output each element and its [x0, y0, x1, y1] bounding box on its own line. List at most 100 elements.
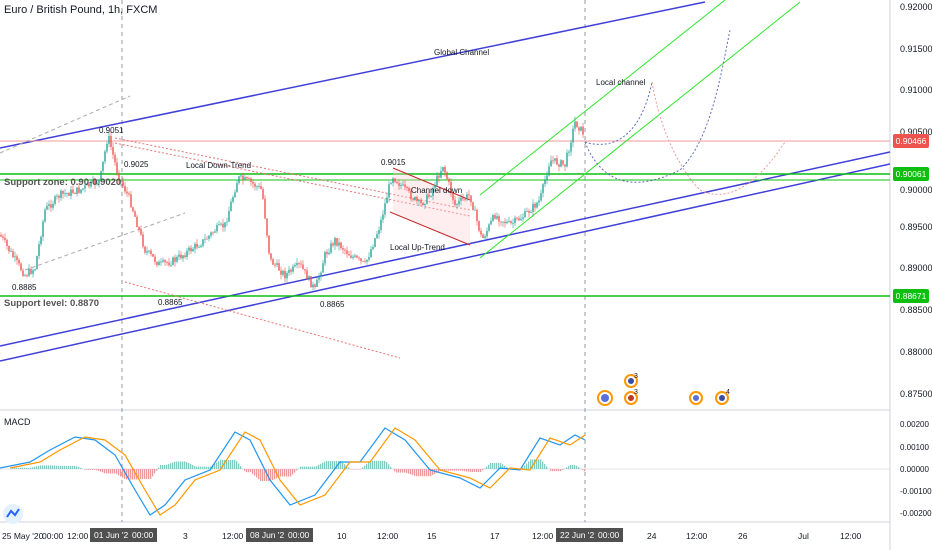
candle-body	[308, 276, 310, 280]
macd-histogram-bar	[374, 460, 376, 469]
macd-histogram-bar	[148, 469, 150, 479]
macd-histogram-bar	[164, 465, 166, 469]
macd-histogram-bar	[398, 469, 400, 473]
time-label: 12:00	[840, 531, 862, 541]
candle-body	[500, 221, 502, 223]
macd-histogram-bar	[114, 469, 116, 474]
time-label: 15	[427, 531, 437, 541]
candle-body	[550, 160, 552, 167]
price-tick: 0.90000	[900, 185, 932, 195]
candle-body	[238, 176, 240, 184]
macd-histogram-bar	[70, 465, 72, 469]
macd-histogram-bar	[44, 465, 46, 469]
candle-body	[164, 260, 166, 263]
candle-body	[452, 193, 454, 200]
macd-histogram-bar	[168, 463, 170, 469]
price-note-9025: 0.9025	[124, 160, 149, 169]
candle-body	[536, 202, 538, 208]
macd-histogram-bar	[296, 469, 298, 471]
candle-body	[248, 178, 250, 179]
candle-body	[402, 184, 404, 186]
candle-body	[162, 260, 164, 262]
price-note-9015: 0.9015	[381, 158, 406, 167]
candle-body	[322, 263, 324, 273]
candle-body	[166, 262, 168, 263]
candle-body	[174, 257, 176, 262]
candle-body	[418, 200, 420, 202]
macd-histogram-bar	[140, 469, 142, 480]
macd-histogram-bar	[370, 460, 372, 469]
candle-body	[556, 158, 558, 165]
candle-body	[478, 221, 480, 231]
global-channel-lower-2	[0, 163, 891, 362]
macd-histogram-bar	[522, 467, 524, 469]
macd-histogram-bar	[158, 467, 160, 469]
macd-histogram-bar	[94, 469, 96, 470]
macd-histogram-bar	[490, 463, 492, 469]
candle-body	[348, 254, 350, 256]
macd-histogram-bar	[76, 466, 78, 469]
candle-body	[106, 143, 108, 152]
time-label: 12:00	[686, 531, 708, 541]
macd-histogram-bar	[574, 465, 576, 469]
signal-line	[9, 427, 586, 516]
macd-histogram-bar	[172, 462, 174, 469]
candle-body	[122, 180, 124, 186]
candle-body	[350, 255, 352, 258]
candle-body	[534, 203, 536, 208]
candle-body	[438, 175, 440, 178]
candle-body	[206, 238, 208, 240]
candle-body	[462, 197, 464, 199]
candle-body	[466, 194, 468, 200]
candle-body	[244, 177, 246, 180]
macd-histogram-bar	[566, 467, 568, 469]
price-tick: 0.91500	[900, 44, 932, 54]
macd-histogram-bar	[452, 469, 454, 471]
macd-histogram-bar	[444, 469, 446, 471]
candle-body	[158, 261, 160, 266]
event-markers	[597, 374, 729, 406]
candle-body	[434, 185, 436, 189]
candle-body	[574, 121, 576, 129]
candle-body	[24, 275, 26, 277]
candle-body	[436, 175, 438, 186]
candle-body	[412, 199, 414, 201]
candle-body	[114, 154, 116, 163]
candle-body	[246, 177, 248, 179]
candlestick-series	[0, 116, 584, 291]
macd-histogram-bar	[338, 461, 340, 469]
candle-body	[342, 248, 344, 250]
candle-body	[416, 196, 418, 202]
candle-body	[208, 235, 210, 239]
macd-histogram-bar	[498, 463, 500, 469]
macd-histogram-bar	[420, 469, 422, 477]
macd-histogram-bar	[216, 462, 218, 469]
macd-histogram-bar	[106, 469, 108, 474]
macd-histogram-bar	[382, 460, 384, 469]
candle-body	[332, 243, 334, 246]
macd-histogram-bar	[416, 469, 418, 477]
macd-histogram-bar	[456, 469, 458, 471]
candle-body	[374, 238, 376, 247]
macd-histogram-bar	[378, 460, 380, 469]
support-zone-label: Support zone: 0.90-0.9020	[4, 177, 122, 188]
macd-histogram-bar	[12, 467, 14, 469]
candle-body	[260, 186, 262, 190]
macd-histogram-bar	[256, 469, 258, 478]
time-label: 12:00	[377, 531, 399, 541]
candle-body	[56, 195, 58, 197]
candle-body	[410, 190, 412, 200]
candle-body	[262, 189, 264, 199]
local-up-trend-label: Local Up-Trend	[390, 243, 445, 252]
candle-body	[128, 193, 130, 195]
candle-body	[216, 225, 218, 232]
candle-body	[490, 220, 492, 225]
price-note-8885: 0.8885	[12, 283, 37, 292]
macd-histogram	[12, 459, 586, 481]
candle-body	[522, 217, 524, 219]
macd-histogram-bar	[458, 469, 460, 471]
candle-body	[564, 164, 566, 167]
candle-body	[192, 248, 194, 252]
candle-body	[474, 209, 476, 211]
